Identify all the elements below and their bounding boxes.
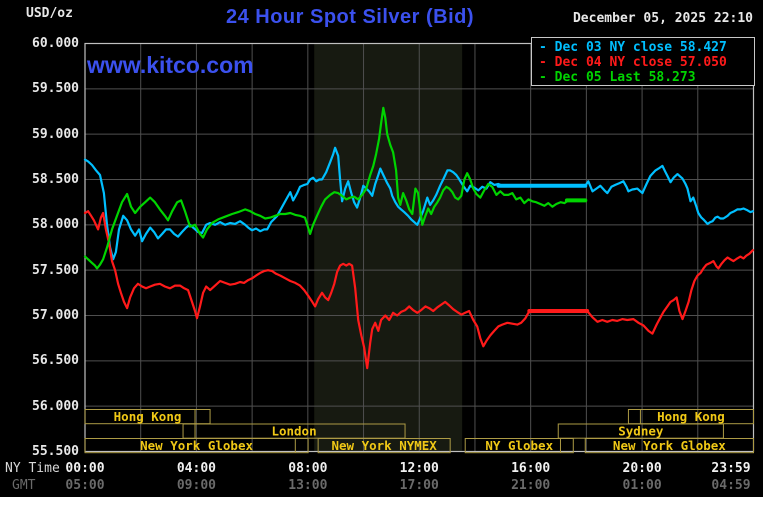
- session-box: [584, 438, 754, 454]
- session-box: [84, 409, 211, 425]
- legend-box: - Dec 03 NY close 58.427- Dec 04 NY clos…: [531, 37, 755, 86]
- x-tick-ny: 08:00: [288, 461, 328, 476]
- session-label: London: [271, 424, 316, 439]
- y-tick-label: 58.500: [32, 172, 79, 187]
- x-tick-gmt: 09:00: [176, 478, 216, 493]
- series-dec-03: [83, 146, 755, 261]
- x-tick-ny: 23:59: [711, 461, 751, 476]
- series-dec-05: [83, 106, 587, 270]
- session-label: Hong Kong: [114, 409, 182, 424]
- session-label: New York Globex: [140, 438, 253, 453]
- x-tick-ny: 20:00: [622, 461, 662, 476]
- legend-item: - Dec 05 Last 58.273: [539, 70, 696, 85]
- series-dec-04: [83, 210, 755, 370]
- y-tick-label: 56.500: [32, 353, 79, 369]
- chart-title: 24 Hour Spot Silver (Bid): [225, 6, 475, 28]
- y-tick-label: 55.500: [32, 444, 79, 459]
- session-box: [317, 438, 451, 454]
- y-tick-label: 57.500: [32, 262, 79, 278]
- session-box: [464, 438, 574, 454]
- plot-border: [84, 42, 755, 453]
- y-tick-label: 57.000: [32, 308, 79, 323]
- ny-time-axis-label: NY Time: [5, 461, 60, 476]
- y-tick-label: 60.000: [32, 36, 79, 51]
- y-tick-label: 59.500: [32, 81, 79, 97]
- legend-item: - Dec 04 NY close 57.050: [539, 55, 727, 70]
- x-tick-ny: 00:00: [65, 461, 105, 476]
- session-label: NY Globex: [485, 438, 553, 453]
- x-tick-gmt: 05:00: [65, 478, 105, 493]
- x-tick-gmt: 13:00: [288, 478, 328, 493]
- session-box: [84, 438, 309, 454]
- chart-datetime: December 05, 2025 22:10: [572, 11, 753, 26]
- y-axis-units-label: USD/oz: [26, 6, 73, 21]
- x-tick-gmt: 01:00: [622, 478, 662, 493]
- y-tick-label: 56.000: [32, 398, 79, 414]
- x-tick-gmt: 17:00: [399, 478, 439, 493]
- session-label: Hong Kong: [657, 409, 725, 424]
- x-tick-gmt: 21:00: [511, 478, 551, 493]
- y-tick-label: 58.000: [32, 217, 79, 233]
- x-tick-ny: 16:00: [511, 461, 551, 476]
- session-label: New York NYMEX: [331, 438, 437, 453]
- kitco-watermark: www.kitco.com: [87, 52, 254, 78]
- gmt-axis-label: GMT: [12, 478, 36, 493]
- session-label: Sydney: [618, 424, 664, 439]
- chart-frame: Hong Kong Hong Kong London Sydney New York G…: [0, 0, 763, 497]
- x-tick-ny: 04:00: [176, 461, 216, 476]
- x-tick-ny: 12:00: [399, 461, 439, 476]
- legend-item: - Dec 03 NY close 58.427: [539, 40, 727, 55]
- x-tick-gmt: 04:59: [711, 478, 751, 493]
- nymex-session-band: [314, 43, 463, 452]
- y-tick-label: 59.000: [32, 126, 79, 142]
- session-label: New York Globex: [613, 438, 726, 453]
